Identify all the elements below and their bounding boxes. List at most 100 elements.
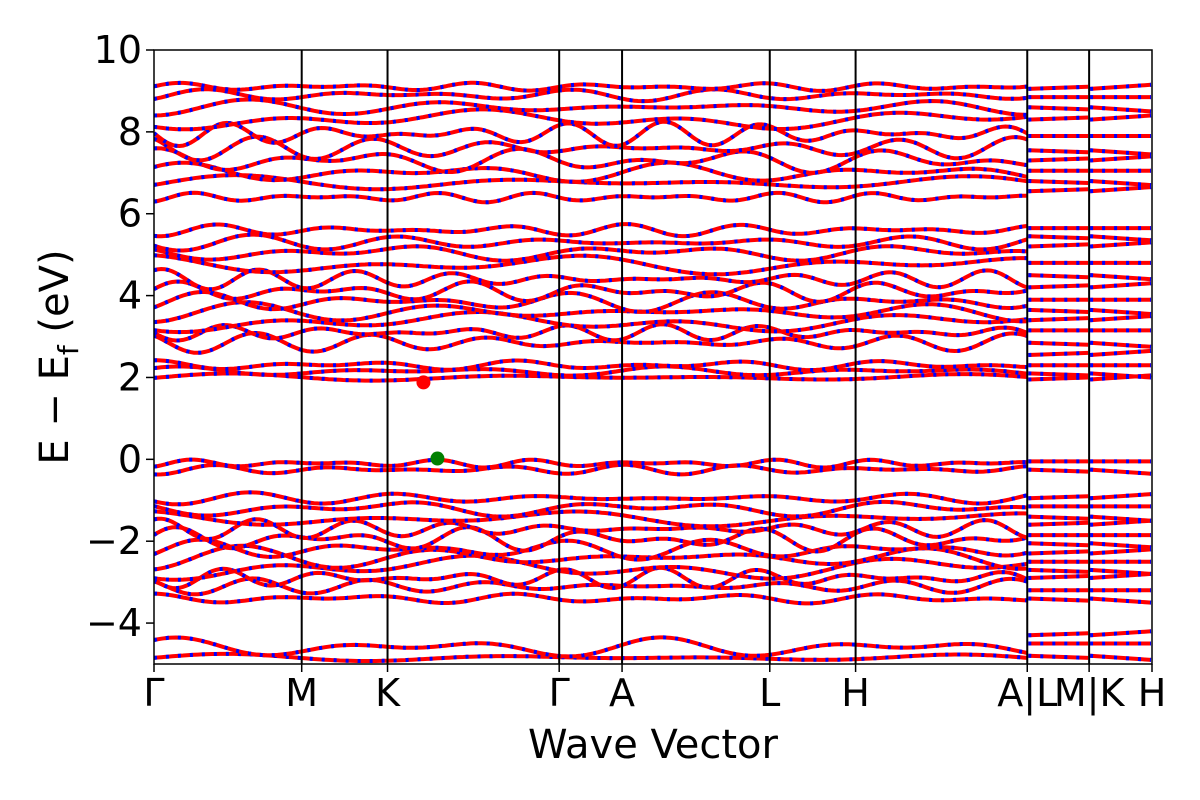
y-tick-label: −2 xyxy=(86,519,142,563)
band-line-right-dash xyxy=(1028,234,1089,241)
band-line-right-dash xyxy=(1028,105,1089,112)
band-line-dash xyxy=(154,119,1029,149)
band-line-dash xyxy=(154,97,1028,118)
band-line-dash xyxy=(154,543,1028,572)
band-line-right-dash xyxy=(1089,629,1152,638)
band-line-right-dash xyxy=(1028,307,1089,314)
band-line-right-dash xyxy=(1028,467,1089,474)
band-line-right-dash xyxy=(1028,653,1089,660)
y-axis-label-unit: (eV) xyxy=(32,249,78,345)
y-tick-label: 0 xyxy=(118,437,142,481)
band-line-right-dash xyxy=(1028,242,1089,249)
band-line-right-dash xyxy=(1028,187,1089,194)
band-line xyxy=(154,322,1028,343)
band-line-right-dash xyxy=(1089,514,1152,523)
band-line-right-dash xyxy=(1089,371,1152,380)
band-line-right-dash xyxy=(1028,156,1089,163)
band-line-right-dash xyxy=(1028,541,1089,548)
band-line-dash xyxy=(154,490,1028,507)
band-line-right-dash xyxy=(1089,596,1152,605)
kpoint-lines xyxy=(300,50,1091,664)
y-tick-label: 8 xyxy=(118,110,142,154)
band-line-right-dash xyxy=(1028,494,1089,501)
band-line-dash xyxy=(154,591,1028,606)
band-line-right-dash xyxy=(1028,514,1089,521)
y-axis-label-main: E − E xyxy=(32,355,78,465)
x-tick-label: H xyxy=(841,671,870,715)
band-line-right-dash xyxy=(1089,467,1152,476)
band-line-right-dash xyxy=(1089,340,1152,349)
band-line-right-dash xyxy=(1089,82,1152,91)
band-line-dash xyxy=(154,266,1028,292)
band-line-right-dash xyxy=(1089,240,1152,249)
band-line-right-dash xyxy=(1089,547,1152,556)
band-line-dash xyxy=(154,87,1028,104)
x-tick-label: K xyxy=(375,671,401,715)
band-line-dash xyxy=(154,509,1028,529)
x-tick-label: A xyxy=(609,671,635,715)
band-line-dash xyxy=(154,279,1028,304)
band-line-right-dash xyxy=(1089,281,1152,290)
extrema-markers xyxy=(416,375,445,466)
cbm-marker xyxy=(416,375,431,390)
band-line-dash xyxy=(154,253,1028,277)
band-line xyxy=(154,244,1028,263)
band-line-dash xyxy=(154,553,1028,582)
band-line-right-dash xyxy=(1028,596,1089,603)
band-line-dash xyxy=(154,358,1028,373)
vbm-marker xyxy=(430,451,445,466)
y-tick-label: 6 xyxy=(118,192,142,236)
band-line xyxy=(154,499,1028,519)
band-line-dash xyxy=(154,537,1028,562)
y-axis-label-subscript: f xyxy=(52,344,85,355)
band-line xyxy=(154,190,1028,205)
band-line-dash xyxy=(154,232,1028,253)
x-tick-label: Γ xyxy=(549,671,570,715)
band-line-right-dash xyxy=(1089,653,1152,662)
band-line-right-dash xyxy=(1089,307,1152,316)
band-line-right-dash xyxy=(1028,350,1089,357)
band-line-dash xyxy=(154,371,1028,383)
y-tick-label: 4 xyxy=(118,274,142,318)
y-ticks: 10 8 6 4 2 0 −2 −4 xyxy=(86,28,154,645)
x-tick-label: Γ xyxy=(143,671,164,715)
band-line-right-dash xyxy=(1089,185,1152,194)
band-line-right-dash xyxy=(1089,273,1152,282)
x-tick-label: A|L xyxy=(997,671,1057,716)
band-line-right-dash xyxy=(1028,574,1089,580)
band-line-dash xyxy=(154,173,1028,192)
band-line-right-dash xyxy=(1089,567,1152,576)
band-line-right-dash xyxy=(1089,179,1152,188)
band-line-dash xyxy=(154,364,1028,378)
band-line xyxy=(154,146,1028,175)
band-line-dash xyxy=(154,651,1028,663)
band-line-dash xyxy=(154,310,1028,335)
band-line xyxy=(154,300,1028,325)
band-line-dash xyxy=(154,80,1028,93)
plot-frame xyxy=(153,49,1153,665)
band-line-right-dash xyxy=(1028,148,1089,155)
band-line-dash xyxy=(154,290,1028,314)
y-tick-label: 10 xyxy=(94,28,142,72)
band-line-right-dash xyxy=(1089,113,1152,122)
band-line-right-dash xyxy=(1028,115,1089,122)
band-line-right-dash xyxy=(1028,631,1089,638)
band-line-dash xyxy=(154,330,1028,355)
band-line-right-dash xyxy=(1028,520,1089,527)
band-line-right-dash xyxy=(1028,283,1089,290)
band-line-right-dash xyxy=(1089,492,1152,501)
band-line-dash xyxy=(154,565,1029,591)
band-line-dash xyxy=(154,462,1028,477)
y-tick-label: 2 xyxy=(118,355,142,399)
band-line-dash xyxy=(154,457,1028,470)
band-line-right-dash xyxy=(1028,375,1089,382)
band-line-right-dash xyxy=(1028,273,1089,280)
band-line xyxy=(154,160,1028,184)
y-axis-label: E − Ef (eV) xyxy=(32,249,85,464)
band-line-right-dash xyxy=(1089,148,1152,157)
band-line-right-dash xyxy=(1028,84,1089,91)
band-line-right-dash xyxy=(1028,371,1089,378)
y-tick-label: −4 xyxy=(86,601,142,645)
